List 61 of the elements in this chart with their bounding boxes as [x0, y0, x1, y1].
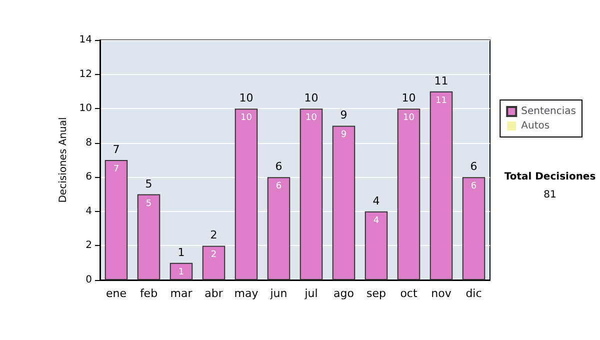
- total-label: 6: [470, 160, 478, 174]
- y-tick-label: 0: [86, 274, 92, 286]
- x-tick-label: jul: [304, 287, 318, 300]
- y-tick-label: 10: [79, 103, 92, 114]
- x-tick-label: mar: [170, 287, 193, 300]
- total-label: 1: [178, 246, 185, 259]
- data-label: 11: [436, 96, 447, 106]
- text: 81: [544, 190, 556, 200]
- data-label: 10: [403, 113, 415, 124]
- legend-label: Sentencias: [521, 106, 576, 117]
- x-tick-label: ene: [106, 287, 127, 300]
- bar: [332, 126, 356, 280]
- total-label: 2: [210, 228, 218, 242]
- y-tick-label: 12: [79, 68, 92, 80]
- data-label: 6: [276, 182, 282, 192]
- total-label: 9: [340, 108, 348, 122]
- total-label: 10: [402, 92, 416, 105]
- bar: [300, 108, 323, 280]
- total-label: 7: [112, 143, 120, 156]
- x-tick-label: nov: [431, 287, 452, 300]
- total-label: 4: [372, 194, 380, 208]
- total-label: 10: [304, 92, 318, 105]
- data-label: 4: [373, 216, 380, 226]
- total-label: 6: [275, 160, 282, 174]
- y-tick-label: 8: [86, 137, 92, 148]
- bar: [397, 108, 420, 280]
- y-axis-title: Decisiones Anual: [58, 117, 69, 203]
- x-tick-label: ago: [334, 287, 354, 300]
- x-tick-label: oct: [400, 287, 418, 300]
- y-tick-label: 4: [86, 206, 92, 217]
- y-tick-label: 14: [79, 34, 92, 46]
- bar: [430, 91, 453, 280]
- total-label: 5: [145, 177, 152, 190]
- x-tick-label: abr: [204, 287, 224, 300]
- total-label: 11: [434, 74, 448, 88]
- data-label: 6: [470, 182, 477, 192]
- y-tick-label: 6: [86, 172, 92, 183]
- bar: [462, 177, 486, 280]
- bar: [234, 108, 258, 280]
- total-label: 10: [239, 92, 254, 105]
- bar: [202, 246, 226, 280]
- data-label: 10: [306, 113, 318, 124]
- bar: [267, 177, 290, 280]
- bar: [364, 211, 388, 280]
- text: Total Decisiones: [504, 172, 596, 182]
- legend-label: Autos: [521, 120, 550, 132]
- data-label: 7: [113, 164, 120, 174]
- data-label: 2: [210, 250, 217, 260]
- bar: [170, 262, 193, 280]
- bar: [104, 160, 128, 280]
- bar: [137, 194, 160, 280]
- y-tick-label: 2: [86, 240, 92, 252]
- x-tick-label: feb: [140, 287, 158, 300]
- x-tick-label: dic: [466, 287, 482, 300]
- data-label: 9: [340, 130, 347, 140]
- x-tick-label: jun: [269, 287, 288, 300]
- x-tick-label: may: [234, 287, 259, 300]
- x-tick-label: sep: [366, 287, 386, 300]
- data-label: 10: [240, 113, 252, 124]
- data-label: 5: [146, 198, 152, 209]
- data-label: 1: [178, 267, 184, 278]
